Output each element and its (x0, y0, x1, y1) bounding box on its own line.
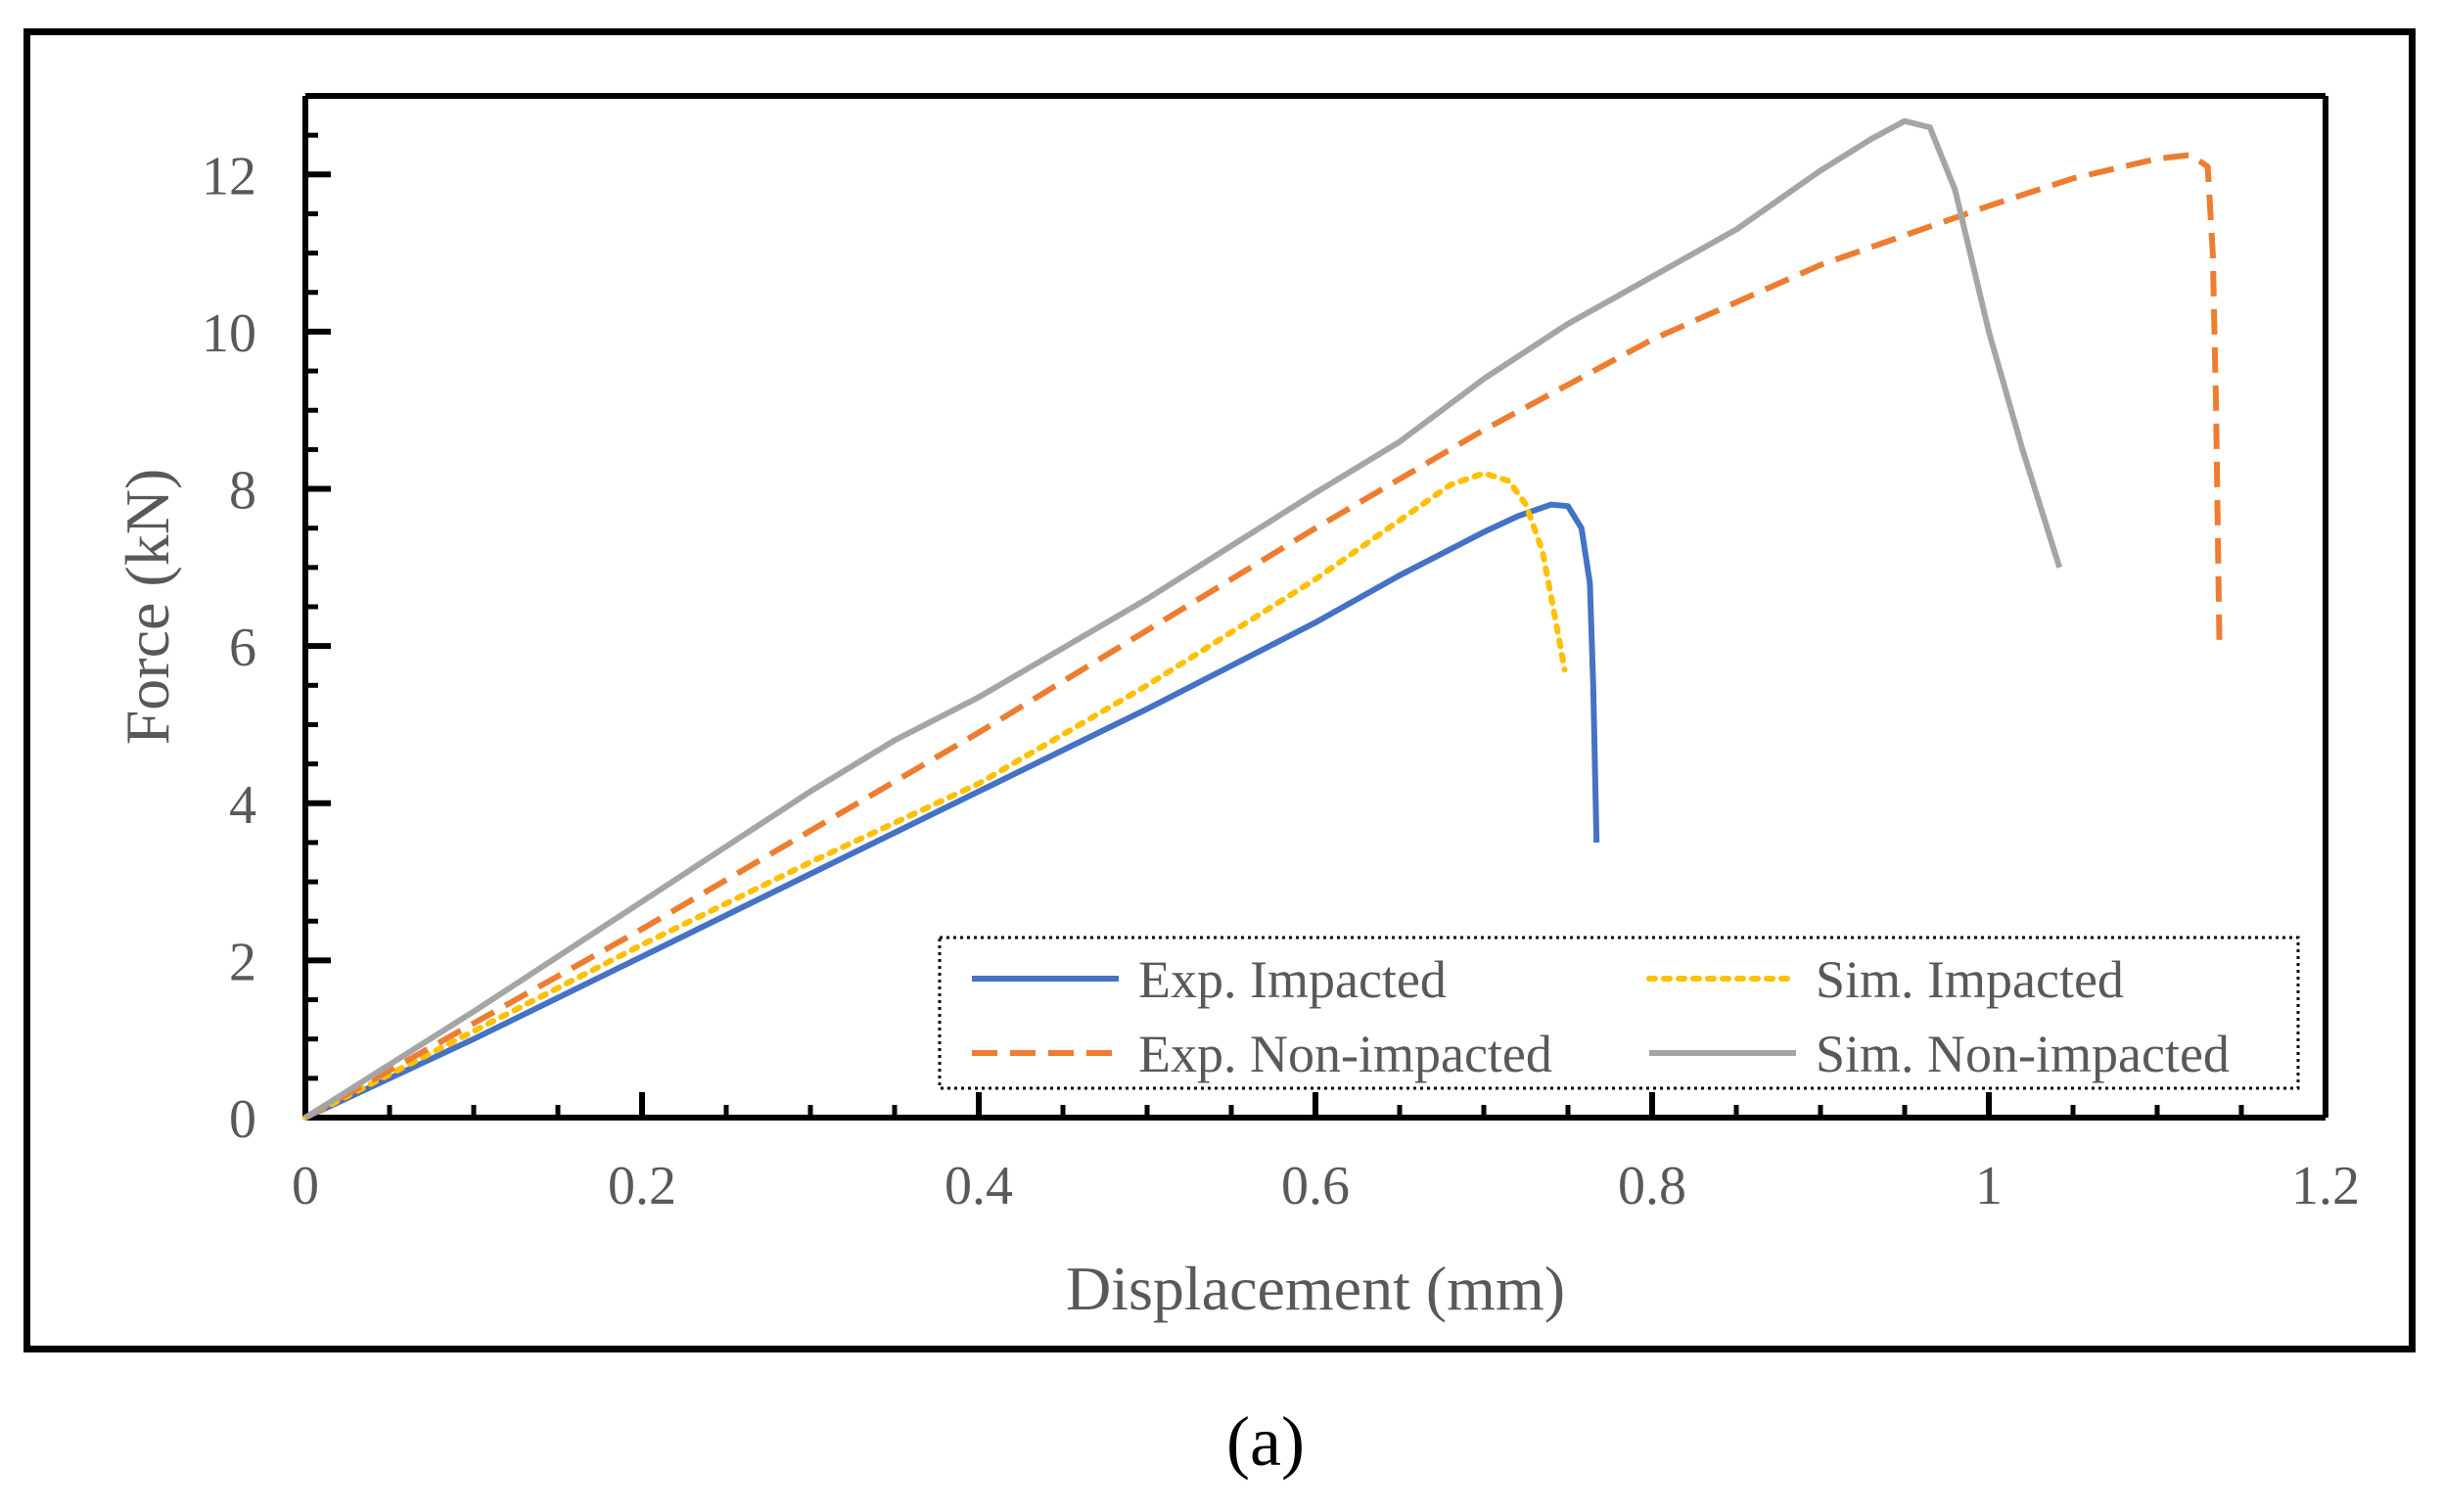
chart-frame (23, 28, 2416, 1352)
y-tick-label: 4 (229, 775, 256, 836)
figure-caption: (a) (1226, 1402, 1305, 1481)
series-line-exp-impacted (303, 501, 1600, 1121)
x-axis-title: Displacement (mm) (1066, 1254, 1565, 1323)
legend-label-sim-non-impacted: Sim. Non-impacted (1816, 1025, 2230, 1083)
y-tick-label: 10 (202, 303, 256, 364)
y-tick-label: 2 (229, 932, 256, 992)
legend-box (938, 936, 2300, 1090)
x-tick-label: 0.8 (1618, 1156, 1686, 1216)
legend-label-sim-impacted: Sim. Impacted (1816, 950, 2124, 1009)
y-tick-label: 6 (229, 618, 256, 678)
x-tick-label: 0.2 (608, 1156, 676, 1216)
y-tick-label: 12 (202, 146, 256, 206)
series-line-sim-impacted (302, 470, 1568, 1121)
x-tick-label: 1 (1975, 1156, 2003, 1216)
x-tick-label: 0 (292, 1156, 319, 1216)
legend-label-exp-impacted: Exp. Impacted (1138, 950, 1447, 1009)
ticks: 0 0.2 0.4 0.6 0.8 1 1.2 0 2 4 6 8 10 12 (202, 93, 2360, 1216)
x-tick-label: 0.4 (945, 1156, 1013, 1216)
legend-label-exp-non-impacted: Exp. Non-impacted (1138, 1025, 1552, 1083)
series (302, 117, 2223, 1121)
legend: Exp. Impacted Sim. Impacted Exp. Non-impac… (938, 936, 2300, 1090)
y-tick-label: 8 (229, 461, 256, 522)
x-tick-label: 1.2 (2291, 1156, 2360, 1216)
x-tick-label: 0.6 (1281, 1156, 1350, 1216)
series-line-sim-non-impacted (303, 117, 2063, 1121)
y-tick-label: 0 (229, 1089, 256, 1150)
series-line-exp-non-impacted (303, 152, 2223, 1121)
y-axis-title: Force (kN) (113, 469, 182, 746)
